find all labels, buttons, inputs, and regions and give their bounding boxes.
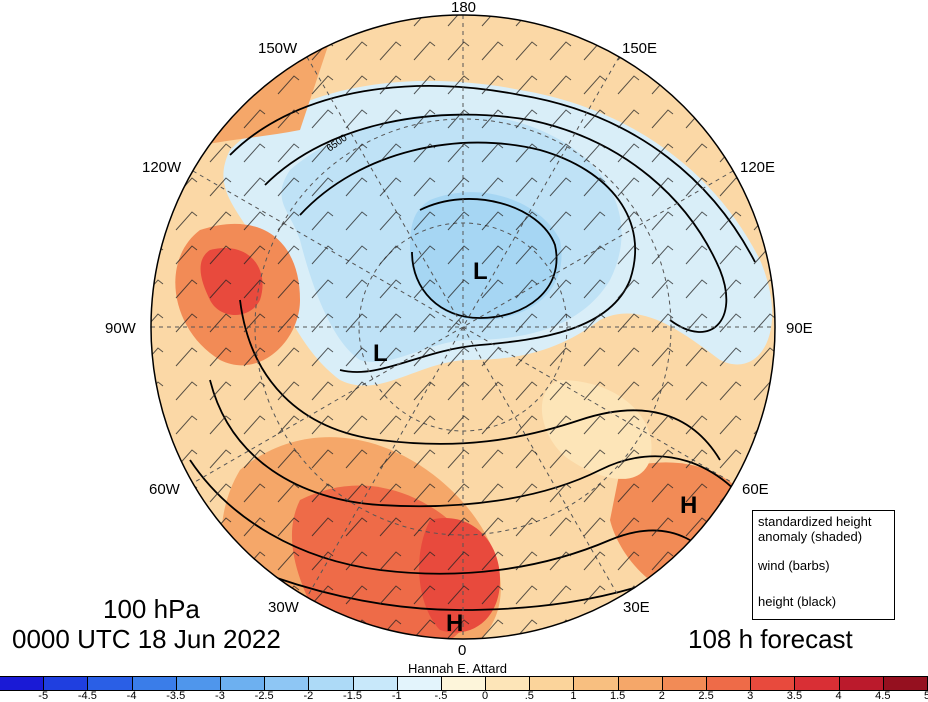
lon-label-60e: 60E [742, 481, 769, 498]
color-bar-cell [486, 677, 531, 690]
color-bar-cell [0, 677, 45, 690]
color-bar-tick-label: -3.5 [166, 690, 186, 702]
low-pressure-center: L [473, 258, 488, 285]
color-bar [0, 676, 928, 691]
color-bar-cell [397, 677, 442, 690]
color-bar-cell [88, 677, 133, 690]
color-bar-cell [530, 677, 575, 690]
color-bar-tick-label: 2.5 [698, 690, 714, 702]
legend-line: anomaly (shaded) [758, 529, 863, 544]
color-bar-cell [132, 677, 177, 690]
color-bar-tick-label: -1.5 [343, 690, 362, 702]
level-title: 100 hPa [103, 594, 200, 624]
color-bar-cell [265, 677, 310, 690]
color-bar-cell [44, 677, 89, 690]
color-bar-tick-label: -5 [38, 690, 49, 702]
color-bar-tick-label: 3.5 [786, 690, 803, 702]
color-bar-cell [220, 677, 266, 690]
color-bar-tick-label: -4.5 [77, 690, 97, 702]
color-bar-cell [883, 677, 928, 690]
anomaly-shading [151, 15, 775, 639]
color-bar-cell [309, 677, 354, 690]
map-boundary [150, 14, 776, 640]
low-pressure-center: L [373, 340, 388, 367]
high-pressure-center: H [446, 610, 464, 637]
legend-line: wind (barbs) [758, 558, 830, 573]
color-bar-tick-label: 3 [747, 690, 754, 702]
color-bar-tick-label: 4.5 [875, 690, 891, 702]
color-bar-cell [662, 677, 707, 690]
color-bar-tick-label: -2.5 [254, 690, 274, 702]
valid-time-title: 0000 UTC 18 Jun 2022 [12, 624, 281, 654]
legend-line: standardized height [758, 514, 872, 529]
color-bar-tick-label: -3 [215, 690, 225, 702]
high-pressure-center: H [680, 492, 698, 519]
lon-label-150w: 150W [258, 40, 298, 57]
color-bar-tick-label: -.5 [434, 690, 448, 702]
color-bar-tick-label: -2 [303, 690, 314, 702]
color-bar-tick-label: -1 [391, 690, 402, 702]
color-bar-cell [441, 677, 487, 690]
color-bar-tick-label: 5 [923, 690, 928, 702]
color-bar-cell [751, 677, 796, 690]
author-credit: Hannah E. Attard [408, 661, 508, 676]
color-bar-cell [353, 677, 398, 690]
color-bar-tick-label: -4 [126, 690, 137, 702]
color-bar-cell [574, 677, 619, 690]
lon-label-90w: 90W [105, 320, 136, 337]
color-bar-tick-label: 0 [482, 690, 489, 702]
lon-label-30e: 30E [623, 599, 650, 616]
color-bar-cell [176, 677, 221, 690]
wind-barbs [151, 15, 775, 639]
color-bar-tick-label: .5 [524, 690, 534, 702]
color-bar-tick-label: 2 [658, 690, 665, 702]
color-bar-cell [707, 677, 752, 690]
lon-label-120w: 120W [142, 159, 182, 176]
color-bar-cell [618, 677, 663, 690]
color-bar-cell [839, 677, 884, 690]
forecast-hour-title: 108 h forecast [688, 624, 853, 654]
map-legend: standardized height anomaly (shaded) win… [752, 510, 895, 620]
color-bar-tick-label: 1.5 [610, 690, 626, 702]
color-bar-cell [795, 677, 840, 690]
lon-label-90e: 90E [786, 320, 813, 337]
color-bar-tick-label: 1 [570, 690, 577, 702]
lon-label-30w: 30W [268, 599, 299, 616]
lon-label-60w: 60W [149, 481, 180, 498]
lon-label-150e: 150E [622, 40, 658, 57]
color-bar-tick-label: 4 [835, 690, 842, 702]
lon-label-180: 180 [451, 0, 477, 16]
lon-label-0: 0 [458, 642, 467, 659]
legend-line: height (black) [758, 594, 837, 609]
lon-label-120e: 120E [740, 159, 776, 176]
